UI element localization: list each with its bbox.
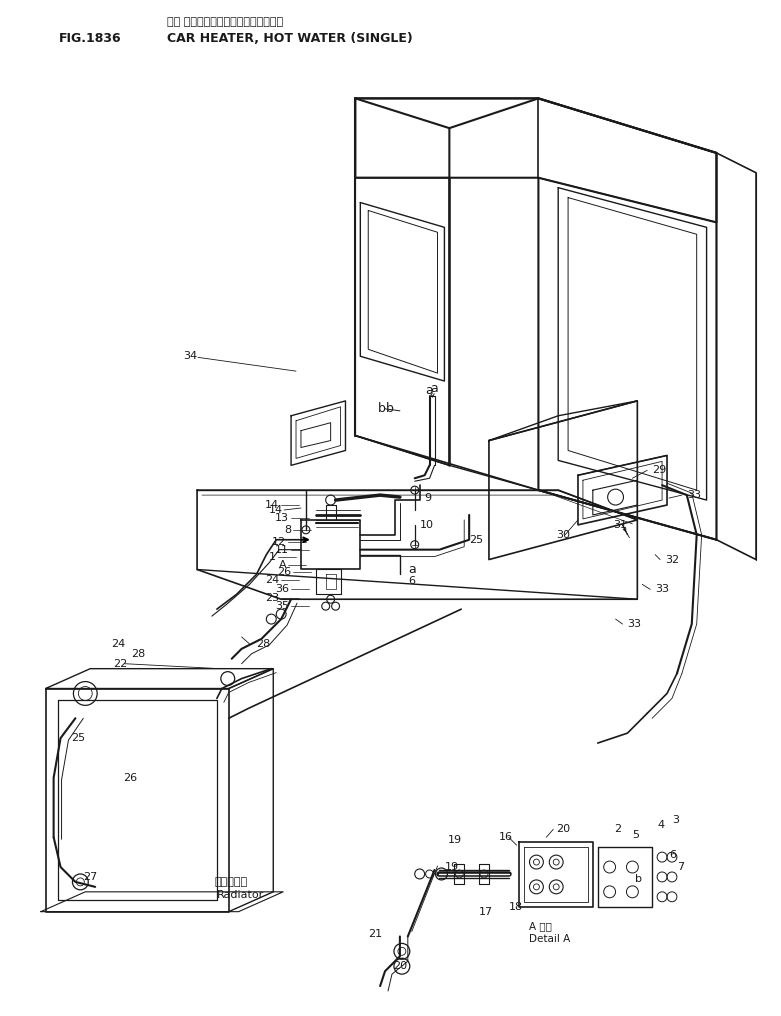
Text: 34: 34 [183,352,198,362]
Text: 20: 20 [393,961,407,971]
Text: CAR HEATER, HOT WATER (SINGLE): CAR HEATER, HOT WATER (SINGLE) [167,33,413,46]
Text: A: A [279,560,286,570]
Text: a: a [426,384,433,397]
Text: b: b [636,874,642,884]
Text: 12: 12 [272,536,286,547]
Text: 26: 26 [123,773,137,782]
Text: 13: 13 [275,513,289,523]
Text: 17: 17 [479,906,493,916]
Text: 9: 9 [425,493,432,503]
Text: 21: 21 [368,930,383,940]
Text: 22: 22 [113,658,127,669]
Text: 30: 30 [556,529,570,539]
Text: 24: 24 [265,575,279,585]
Text: 27: 27 [84,872,98,882]
Text: 10: 10 [419,520,433,530]
Text: 11: 11 [275,545,289,555]
Text: 5: 5 [633,830,640,840]
Text: 23: 23 [265,593,279,604]
Text: カー ヒータ（オンスイ）（シングル）: カー ヒータ（オンスイ）（シングル） [167,17,284,27]
Text: 28: 28 [130,649,145,658]
Text: Detail A: Detail A [529,935,570,945]
Text: 19: 19 [444,862,458,872]
Text: FIG.1836: FIG.1836 [59,33,121,46]
Text: 28: 28 [256,639,271,649]
Text: A 拘細: A 拘細 [529,922,551,932]
Text: 25: 25 [71,734,86,743]
Text: 33: 33 [655,584,669,594]
Text: b: b [386,402,394,416]
Text: 16: 16 [499,832,513,842]
Text: 6: 6 [669,850,676,861]
Text: 20: 20 [556,824,570,834]
Text: ラジエータ: ラジエータ [215,877,248,887]
Text: b: b [378,402,386,416]
Text: 32: 32 [665,555,679,565]
Text: 1: 1 [269,552,276,562]
Text: 4: 4 [657,820,665,830]
Text: 31: 31 [614,520,628,530]
Text: 2: 2 [615,824,622,834]
Text: a: a [430,382,438,395]
Text: 33: 33 [627,619,641,629]
Text: 14: 14 [265,500,279,510]
Text: 35: 35 [275,601,289,612]
Text: 25: 25 [469,534,483,545]
Text: 18: 18 [508,902,522,911]
Text: 26: 26 [277,568,291,577]
Text: 14: 14 [269,505,284,515]
Text: 24: 24 [111,639,125,649]
Text: 19: 19 [448,835,462,845]
Text: 3: 3 [672,816,679,825]
Text: Radiator: Radiator [217,890,264,900]
Text: 6: 6 [408,576,415,586]
Text: 7: 7 [677,862,684,872]
Text: 29: 29 [652,465,666,475]
Text: 33: 33 [686,490,701,500]
Text: 8: 8 [284,525,291,534]
Text: a: a [408,563,415,576]
Text: 36: 36 [275,584,289,594]
